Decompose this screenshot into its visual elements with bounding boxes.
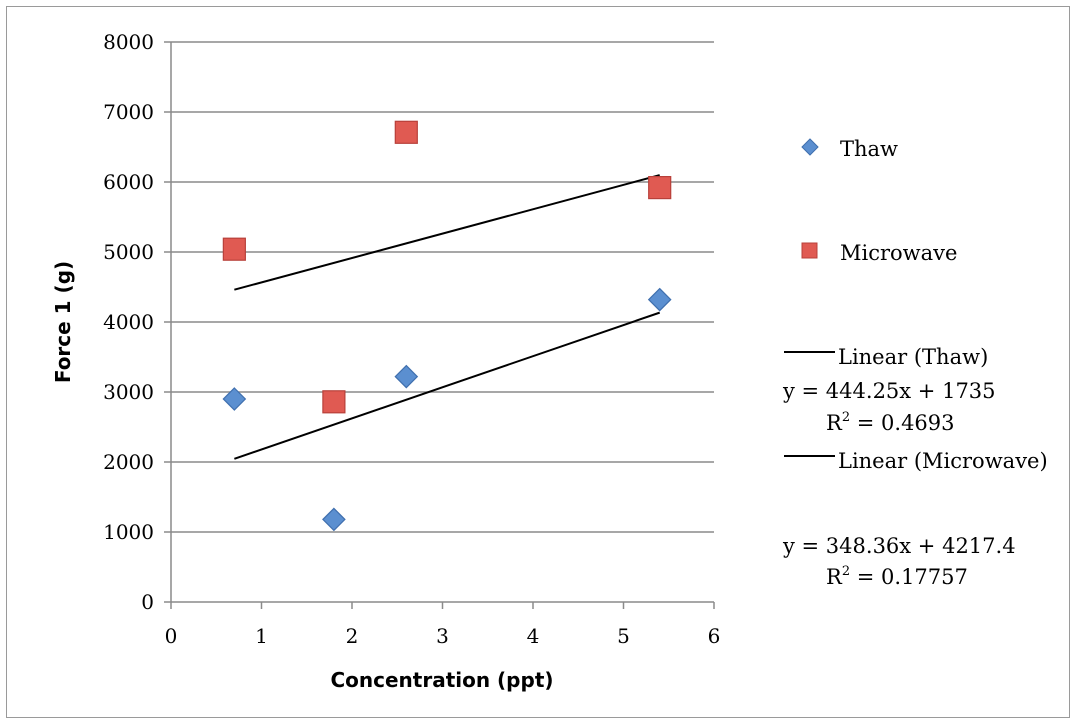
x-tick-label: 1 [255,624,268,648]
chart-frame [6,6,1070,718]
trend-thaw-r2-value: = 0.4693 [850,411,954,435]
trend-microwave-r2-label: R [826,565,843,589]
thaw-point [647,287,672,312]
trend-thaw-r2-sup: 2 [842,410,850,425]
axes [170,42,714,603]
legend-item-linear-thaw: Linear (Thaw) y = 444.25x + 1735 R2 = 0.… [782,345,996,435]
legend-thaw-marker [801,138,819,156]
y-tick-label: 6000 [103,170,154,194]
legend-microwave-marker [801,242,818,259]
x-tick-label: 2 [346,624,359,648]
trend-thaw-r2-label: R [826,411,843,435]
y-tick-label: 8000 [103,30,154,54]
trend-thaw-r2: R2 = 0.4693 [826,410,955,435]
trend-microwave-r2: R2 = 0.17757 [826,564,968,589]
y-tick-label: 4000 [103,310,154,334]
x-tick-label: 5 [617,624,630,648]
legend-microwave-label: Microwave [840,241,957,265]
trendline-microwave [234,174,660,291]
legend: Thaw Microwave Linear (Thaw) y = 444.25x… [782,137,1048,589]
trend-thaw-equation: y = 444.25x + 1735 [782,379,996,403]
trend-microwave-equation: y = 348.36x + 4217.4 [782,534,1016,558]
x-tick-label: 0 [165,624,178,648]
x-tick-labels: 0 1 2 3 4 5 6 [165,624,721,648]
y-tick-label: 7000 [103,100,154,124]
trendlines [234,174,661,460]
x-tick-label: 3 [436,624,449,648]
y-tick-labels: 0 1000 2000 3000 4000 5000 6000 7000 8000 [103,30,154,614]
x-axis-title: Concentration (ppt) [330,668,553,692]
y-axis-title: Force 1 (g) [51,261,75,383]
y-tick-label: 2000 [103,450,154,474]
microwave-point [648,176,672,200]
microwave-point [322,390,346,414]
microwave-point [394,120,418,144]
y-tick-label: 0 [141,590,154,614]
legend-linear-thaw-label: Linear (Thaw) [838,345,988,369]
trendline-thaw [234,311,661,460]
x-tick-label: 4 [527,624,540,648]
thaw-point [222,387,247,411]
thaw-point [322,507,346,532]
legend-linear-microwave-label: Linear (Microwave) [838,449,1048,473]
x-tick-label: 6 [708,624,721,648]
y-tick-label: 5000 [103,240,154,264]
trend-microwave-r2-value: = 0.17757 [850,565,968,589]
legend-item-microwave: Microwave [801,241,957,265]
thaw-point [394,364,419,389]
legend-item-thaw: Thaw [801,137,898,161]
microwave-point [222,237,246,261]
y-tick-label: 3000 [103,380,154,404]
y-tick-label: 1000 [103,520,154,544]
legend-item-linear-microwave: Linear (Microwave) y = 348.36x + 4217.4 … [782,449,1048,589]
grid-lines [164,41,715,609]
legend-thaw-label: Thaw [840,137,898,161]
trend-microwave-r2-sup: 2 [842,564,850,579]
data-points [222,120,672,532]
